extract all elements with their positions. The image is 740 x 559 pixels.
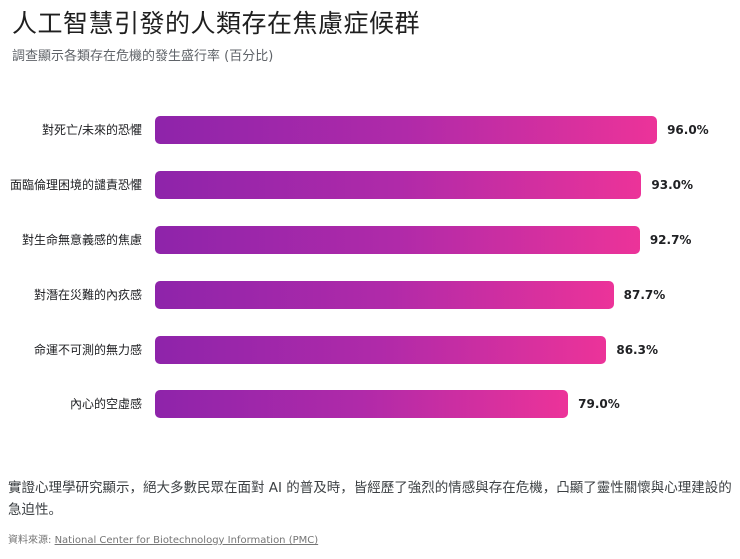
source-link[interactable]: National Center for Biotechnology Inform… bbox=[54, 535, 319, 546]
bar bbox=[155, 390, 569, 418]
value-label: 86.3% bbox=[616, 343, 658, 357]
value-label: 92.7% bbox=[649, 233, 692, 247]
category-label: 內心的空虛感 bbox=[69, 397, 142, 411]
category-label: 對死亡/未來的恐懼 bbox=[41, 123, 142, 137]
value-label: 93.0% bbox=[651, 178, 694, 192]
bar-row: 面臨倫理困境的譴責恐懼 93.0% bbox=[0, 171, 740, 199]
category-label: 面臨倫理困境的譴責恐懼 bbox=[9, 178, 142, 192]
bar bbox=[155, 336, 607, 364]
bar bbox=[155, 226, 640, 254]
source-line: 資料來源: National Center for Biotechnology … bbox=[8, 531, 318, 546]
page-subtitle: 調查顯示各類存在危機的發生盛行率 (百分比) bbox=[12, 49, 274, 64]
bar bbox=[155, 281, 614, 309]
category-label: 命運不可測的無力感 bbox=[33, 343, 142, 357]
bar-row: 命運不可測的無力感 86.3% bbox=[0, 336, 740, 364]
bar bbox=[155, 116, 658, 144]
value-label: 79.0% bbox=[578, 397, 620, 411]
bar-row: 對生命無意義感的焦慮 92.7% bbox=[0, 226, 740, 254]
value-label: 87.7% bbox=[623, 288, 666, 302]
value-label: 96.0% bbox=[667, 123, 709, 137]
bar-row: 對死亡/未來的恐懼 96.0% bbox=[0, 116, 740, 144]
bar-row: 對潛在災難的內疚感 87.7% bbox=[0, 281, 740, 309]
bar bbox=[155, 171, 642, 199]
bar-chart: 對死亡/未來的恐懼 96.0% 面臨倫理困境的譴責恐懼 93.0% 對生命無意義感的焦慮… bbox=[0, 116, 740, 418]
summary-note: 實證心理學研究顯示，絕大多數民眾在面對 AI 的普及時，皆經歷了強烈的情感與存在… bbox=[8, 480, 732, 518]
page-title: 人工智慧引發的人類存在焦慮症候群 bbox=[12, 9, 421, 38]
category-label: 對潛在災難的內疚感 bbox=[33, 288, 142, 302]
category-label: 對生命無意義感的焦慮 bbox=[21, 233, 142, 247]
bar-row: 內心的空虛感 79.0% bbox=[0, 390, 740, 418]
source-prefix: 資料來源: bbox=[8, 535, 55, 546]
